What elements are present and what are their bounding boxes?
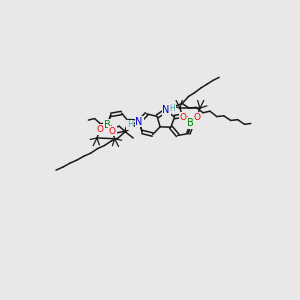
Text: B: B [187, 118, 194, 128]
Text: N: N [162, 105, 170, 116]
Text: O: O [179, 113, 187, 122]
Text: H: H [127, 120, 133, 129]
Text: O: O [109, 127, 116, 136]
Text: O: O [97, 125, 104, 134]
Text: O: O [194, 113, 200, 122]
Text: N: N [136, 117, 143, 127]
Text: B: B [103, 120, 110, 130]
Text: H: H [169, 103, 175, 112]
